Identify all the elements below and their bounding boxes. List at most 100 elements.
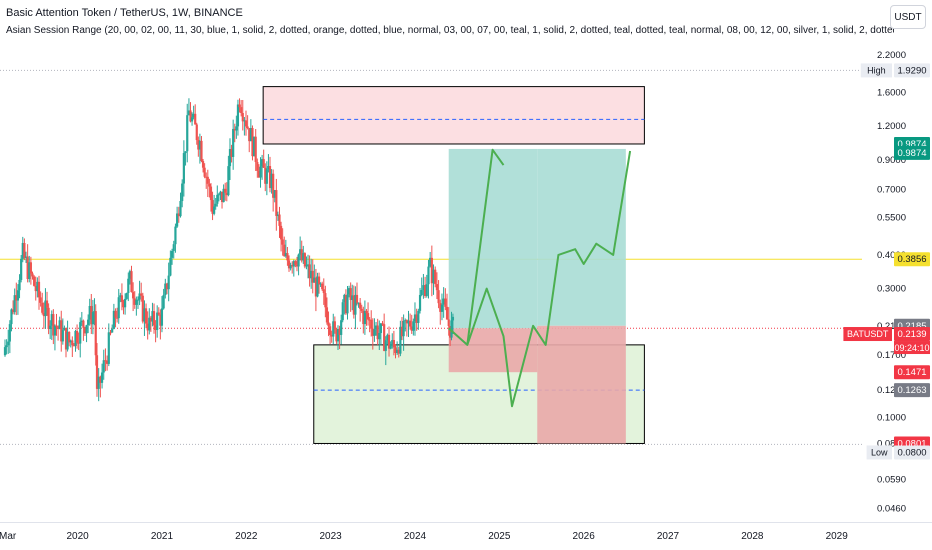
candle-body	[314, 277, 317, 297]
candle-body	[21, 242, 24, 259]
price-label-text: 0.2139	[897, 329, 926, 340]
candle-body	[181, 183, 184, 202]
candle-body	[360, 308, 363, 311]
price-tick-label: 0.1000	[877, 412, 906, 423]
long-position-stop-zone-2	[537, 325, 626, 444]
candle-body	[422, 285, 425, 291]
candle-body	[112, 310, 115, 329]
candle-body	[357, 302, 360, 304]
candle-body	[120, 295, 124, 302]
candle-body	[319, 283, 322, 285]
candle-body	[122, 301, 125, 308]
candle-body	[262, 159, 265, 168]
candle-body	[79, 322, 82, 344]
candle-body	[91, 312, 94, 325]
candle-body	[74, 330, 77, 346]
candle-body	[149, 317, 152, 322]
candle-body	[344, 294, 348, 314]
candle-body	[374, 325, 378, 330]
candle-body	[47, 307, 50, 330]
candle-body	[394, 347, 397, 353]
candle-body	[156, 312, 159, 331]
candle-body	[53, 325, 57, 336]
candle-body	[308, 264, 311, 279]
candle-body	[162, 294, 165, 309]
candle-body	[26, 256, 29, 279]
candle-body	[449, 326, 452, 338]
candle-body	[373, 329, 376, 336]
candle-body	[87, 319, 90, 326]
candle-body	[286, 253, 289, 261]
candle-body	[99, 376, 102, 383]
candle-body	[160, 308, 164, 326]
candle-body	[41, 302, 44, 313]
candle-body	[272, 173, 275, 198]
price-tick-label: 0.1700	[877, 350, 906, 361]
candle-body	[365, 310, 368, 314]
candle-body	[5, 345, 8, 348]
candle-body	[407, 320, 410, 324]
projection-path-spike	[466, 148, 505, 346]
candle-body	[297, 254, 300, 267]
candle-body	[15, 295, 18, 301]
candle-body	[420, 290, 423, 295]
candle-body	[133, 298, 136, 305]
time-tick-label: 2026	[573, 531, 596, 542]
candle-body	[49, 325, 52, 330]
candle-body	[167, 275, 170, 290]
currency-button[interactable]: USDT	[890, 5, 926, 29]
indicator-legend[interactable]: Asian Session Range (20, 00, 02, 00, 11,…	[6, 25, 894, 36]
candle-body	[236, 104, 240, 127]
candle-body	[378, 333, 381, 340]
candle-body	[321, 283, 324, 290]
candle-body	[391, 340, 394, 346]
candle-body	[37, 281, 41, 298]
candle-body	[16, 290, 20, 301]
candle-body	[366, 313, 370, 320]
candle-body	[152, 311, 156, 326]
candle-body	[418, 294, 422, 311]
candle-body	[164, 283, 167, 295]
candle-body	[439, 303, 442, 312]
candle-body	[442, 298, 445, 305]
candle-body	[287, 260, 291, 269]
price-label-tag	[860, 63, 892, 78]
candle-body	[220, 191, 224, 203]
price-label-text: 0.1263	[897, 385, 926, 396]
candle-body	[332, 321, 335, 337]
candle-body	[299, 249, 302, 255]
candle-body	[292, 261, 295, 267]
price-tick-label: 0.1263	[877, 385, 906, 396]
candle-body	[294, 261, 297, 265]
candle-body	[94, 311, 97, 356]
candle-body	[313, 277, 316, 283]
candle-body	[194, 113, 197, 125]
time-tick-label: 2025	[488, 531, 511, 542]
candle-body	[143, 308, 146, 322]
candle-body	[265, 169, 268, 184]
candle-body	[42, 312, 45, 317]
candle-body	[55, 325, 58, 328]
price-tick-label: 0.3000	[877, 284, 906, 295]
price-label-text: 1.9290	[897, 65, 926, 76]
price-tick-label: 0.4000	[877, 250, 906, 261]
candle-body	[119, 295, 122, 298]
candle-body	[268, 166, 272, 189]
candle-body	[383, 324, 386, 351]
candle-body	[77, 342, 80, 344]
candle-body	[189, 110, 192, 122]
candle-body	[60, 320, 63, 342]
candle-body	[34, 285, 37, 292]
candle-body	[341, 302, 344, 321]
candle-body	[18, 279, 21, 291]
candle-body	[111, 328, 114, 333]
candle-body	[338, 328, 341, 335]
candle-body	[50, 314, 53, 326]
candle-body	[64, 327, 68, 350]
candle-body	[425, 284, 428, 296]
candle-body	[190, 117, 194, 122]
candle-body	[362, 310, 365, 325]
candle-body	[184, 151, 187, 154]
candle-body	[159, 314, 162, 326]
